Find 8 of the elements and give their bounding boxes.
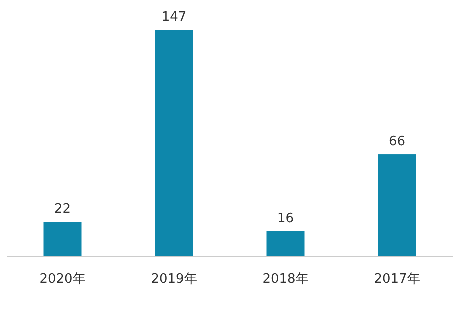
x-tick-label: 2018年 — [262, 272, 309, 287]
data-label: 147 — [162, 10, 187, 25]
x-tick-label: 2019年 — [151, 272, 198, 287]
data-label: 22 — [54, 202, 72, 218]
x-tick-label: 2017年 — [374, 272, 420, 287]
x-tick-label: 2020年 — [40, 272, 86, 287]
data-label: 66 — [388, 134, 406, 150]
data-label: 16 — [277, 211, 294, 226]
